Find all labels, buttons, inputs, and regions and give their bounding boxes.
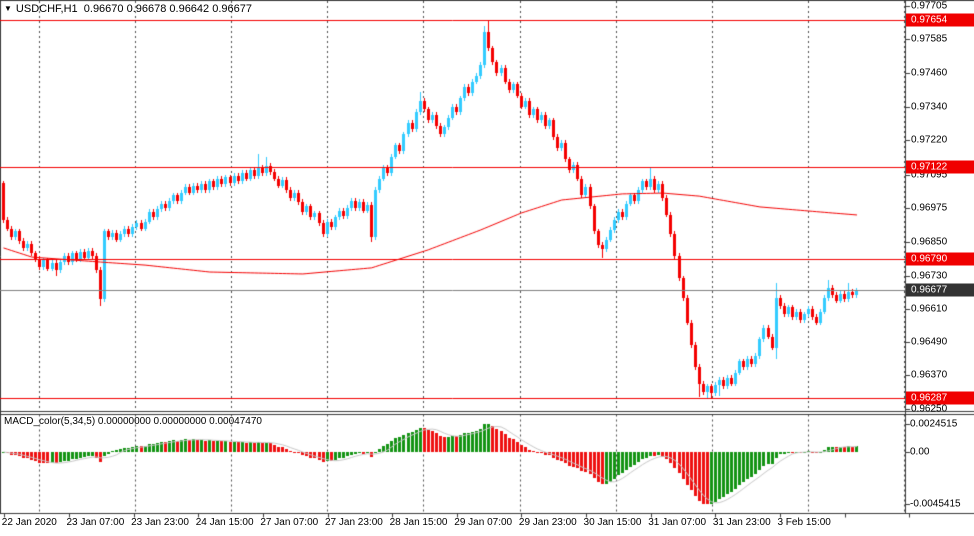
macd-scale-label: 0.0024515 [910, 418, 958, 430]
price-level-badge[interactable]: 0.97122 [906, 160, 974, 174]
time-axis-label: 31 Jan 23:00 [712, 517, 771, 528]
time-axis-label: 30 Jan 15:00 [583, 517, 642, 528]
price-tick-label: 0.96250 [911, 403, 948, 415]
price-tick-label: 0.96730 [911, 270, 948, 282]
macd-indicator-label: MACD_color(5,34,5) 0.00000000 0.00000000… [4, 416, 262, 427]
price-tick-label: 0.96610 [911, 303, 948, 315]
symbol-ohlc-text: USDCHF,H1 0.96670 0.96678 0.96642 0.9667… [15, 3, 252, 15]
price-level-badge[interactable]: 0.97654 [906, 13, 974, 27]
price-tick-label: 0.97340 [911, 101, 948, 113]
time-axis-label: 24 Jan 15:00 [195, 517, 254, 528]
time-axis-label: 27 Jan 23:00 [325, 517, 383, 528]
time-axis-label: 22 Jan 2020 [1, 517, 57, 528]
price-tick-label: 0.97095 [911, 169, 948, 180]
macd-scale-label: -0.0045415 [910, 498, 961, 510]
dropdown-arrow-icon[interactable]: ▼ [4, 4, 12, 13]
price-level-badge[interactable]: 0.96790 [906, 252, 974, 266]
price-tick-label: 0.97220 [911, 134, 948, 146]
price-tick-label: 0.97705 [911, 0, 948, 12]
time-axis-label: 28 Jan 15:00 [389, 517, 448, 528]
time-axis-label: 29 Jan 07:00 [454, 517, 513, 528]
price-tick-label: 0.97585 [911, 33, 948, 45]
price-tick-label: 0.97460 [911, 67, 948, 79]
price-tick-label: 0.96850 [911, 236, 948, 248]
price-tick-label: 0.96490 [911, 336, 948, 348]
current-price-badge[interactable]: 0.96677 [906, 283, 974, 297]
price-tick-label: 0.96370 [911, 369, 948, 381]
macd-scale-label: 0.00 [910, 446, 930, 458]
symbol-title: ▼ USDCHF,H1 0.96670 0.96678 0.96642 0.966… [4, 3, 252, 15]
time-axis-label: 29 Jan 23:00 [518, 517, 577, 528]
time-axis-label: 31 Jan 07:00 [648, 517, 707, 528]
price-level-badge[interactable]: 0.96287 [906, 391, 974, 405]
time-axis-label: 23 Jan 23:00 [131, 517, 189, 528]
time-axis-label: 27 Jan 07:00 [260, 517, 319, 528]
price-tick-label: 0.96975 [911, 202, 948, 214]
time-axis-label: 3 Feb 15:00 [777, 517, 831, 528]
time-axis-label: 23 Jan 07:00 [66, 517, 125, 528]
